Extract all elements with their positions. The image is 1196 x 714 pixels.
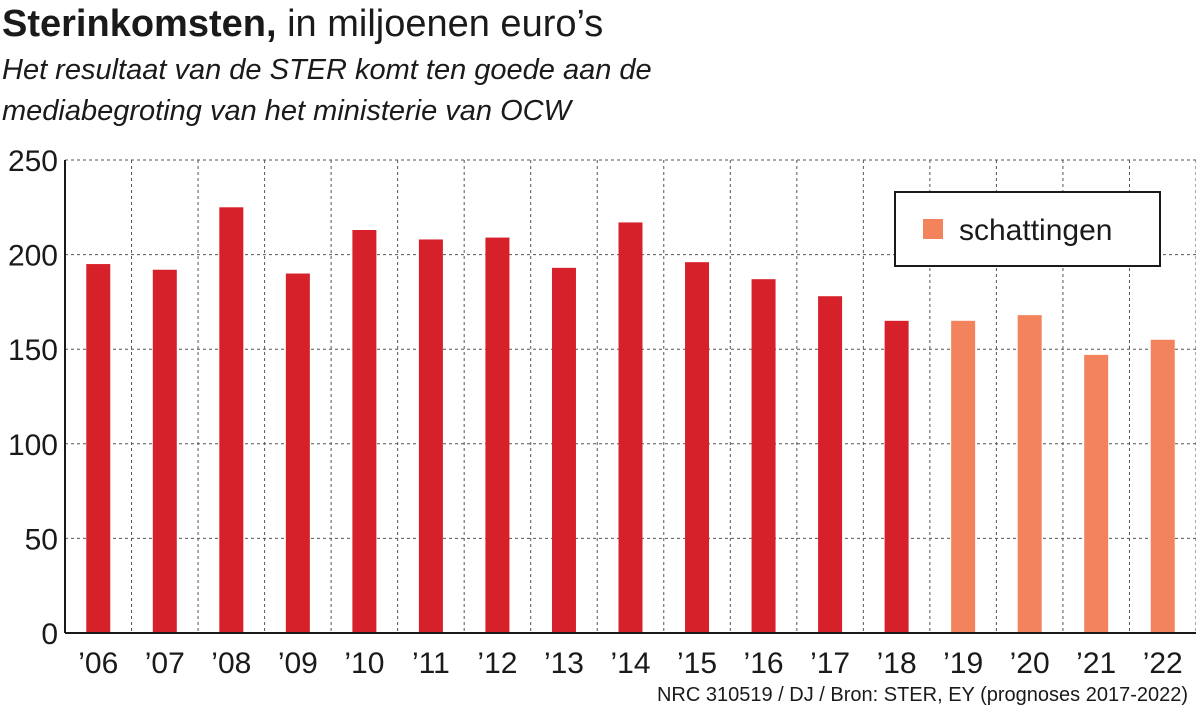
bar xyxy=(685,262,710,633)
x-tick-label: ’18 xyxy=(877,647,917,680)
x-tick-label: ’16 xyxy=(744,647,784,680)
bar-estimate xyxy=(1150,339,1175,633)
x-tick-label: ’08 xyxy=(211,647,251,680)
chart-subtitle-line-2: mediabegroting van het ministerie van OC… xyxy=(2,95,571,127)
x-tick-label: ’20 xyxy=(1010,647,1050,680)
x-tick-label: ’09 xyxy=(278,647,318,680)
bar xyxy=(485,237,510,633)
legend-swatch xyxy=(923,219,943,239)
x-tick-label: ’12 xyxy=(477,647,517,680)
bar-estimate xyxy=(951,320,976,633)
bar xyxy=(152,269,177,633)
x-tick-label: ’22 xyxy=(1143,647,1183,680)
y-tick-label: 0 xyxy=(41,618,58,651)
x-tick-label: ’21 xyxy=(1076,647,1116,680)
x-tick-label: ’14 xyxy=(610,647,650,680)
bar xyxy=(751,279,776,633)
x-tick-label: ’07 xyxy=(145,647,185,680)
x-tick-label: ’13 xyxy=(544,647,584,680)
bar-estimate xyxy=(1084,354,1109,633)
y-tick-label: 200 xyxy=(8,240,58,273)
bar-chart: 0 50 100 150 200 250 ’06 ’07 ’08 ’09 ’10 ’11 ’12 ’13 ’… xyxy=(8,145,1196,680)
x-tick-label: ’15 xyxy=(677,647,717,680)
chart-subtitle-line-1: Het resultaat van de STER komt ten goede… xyxy=(2,54,652,86)
y-tick-label: 50 xyxy=(25,523,58,556)
x-tick-label: ’11 xyxy=(412,647,450,680)
bar xyxy=(86,264,111,633)
x-tick-label: ’19 xyxy=(943,647,983,680)
x-tick-label: ’06 xyxy=(78,647,118,680)
bar xyxy=(818,296,843,633)
bar xyxy=(285,273,310,633)
bar xyxy=(219,207,244,634)
bar-estimate xyxy=(1017,315,1042,633)
x-tick-label: ’10 xyxy=(344,647,384,680)
y-tick-label: 150 xyxy=(8,334,58,367)
chart-title-bold: Sterinkomsten, xyxy=(2,3,277,45)
bar xyxy=(418,239,443,633)
chart-title: Sterinkomsten, in miljoenen euro’s xyxy=(2,0,603,48)
chart-title-rest: in miljoenen euro’s xyxy=(276,3,604,45)
bar xyxy=(352,230,377,633)
bar xyxy=(618,222,643,633)
legend-label: schattingen xyxy=(959,214,1112,247)
x-tick-label: ’17 xyxy=(810,647,850,680)
bar xyxy=(551,267,576,633)
source-note: NRC 310519 / DJ / Bron: STER, EY (progno… xyxy=(656,684,1188,706)
y-tick-label: 250 xyxy=(8,145,58,178)
y-tick-label: 100 xyxy=(8,429,58,462)
bar xyxy=(884,320,909,633)
